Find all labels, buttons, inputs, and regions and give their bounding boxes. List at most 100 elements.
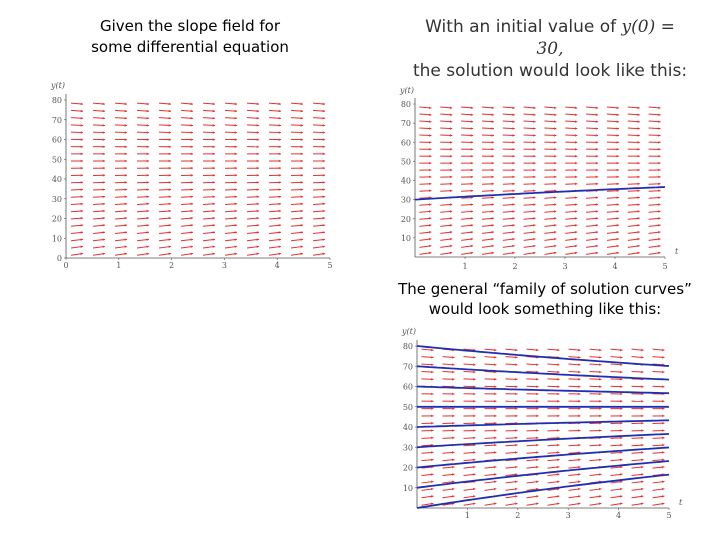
arrow-head xyxy=(617,169,619,171)
arrow-head xyxy=(596,155,598,157)
arrow-head xyxy=(599,393,601,395)
arrow-head xyxy=(557,363,559,365)
arrow-head xyxy=(492,196,494,198)
arrow-head xyxy=(492,113,494,115)
arrow-head xyxy=(81,131,83,133)
arrow-head xyxy=(599,363,601,365)
arrow-head xyxy=(617,210,619,212)
arrow-head xyxy=(578,444,580,446)
arrow-head xyxy=(431,371,433,373)
arrow-head xyxy=(512,217,514,219)
arrow-head xyxy=(533,134,535,136)
arrow-head xyxy=(536,349,538,351)
arrow-head xyxy=(637,169,639,171)
arrow-head xyxy=(658,176,660,178)
arrow-head xyxy=(81,188,83,190)
y-tick-label: 50 xyxy=(52,155,62,164)
arrow-head xyxy=(323,203,325,205)
y-tick-label: 70 xyxy=(403,362,413,371)
caption-right-line2: the solution would look like this: xyxy=(410,60,690,82)
arrow-head xyxy=(578,466,580,468)
arrow-head xyxy=(641,466,643,468)
arrow-head xyxy=(213,110,215,112)
arrow-head xyxy=(235,174,237,176)
arrow-head xyxy=(599,407,601,409)
arrow-head xyxy=(279,153,281,155)
arrow-head xyxy=(191,117,193,119)
arrow-head xyxy=(169,174,171,176)
arrow-head xyxy=(213,146,215,148)
arrow-head xyxy=(323,110,325,112)
arrow-head xyxy=(125,138,127,140)
arrow-head xyxy=(147,167,149,169)
solution-curve xyxy=(417,346,669,366)
arrow-head xyxy=(450,127,452,129)
arrow-head xyxy=(213,167,215,169)
arrow-head xyxy=(575,183,577,185)
caption-solution-family: The general “family of solution curves” … xyxy=(385,279,705,319)
arrow-head xyxy=(494,444,496,446)
arrow-head xyxy=(301,131,303,133)
arrow-head xyxy=(578,356,580,358)
arrow-head xyxy=(658,148,660,150)
arrow-head xyxy=(578,378,580,380)
arrow-head xyxy=(191,124,193,126)
arrow-head xyxy=(452,437,454,439)
arrow-head xyxy=(599,378,601,380)
arrow-head xyxy=(235,181,237,183)
arrow-head xyxy=(617,196,619,198)
arrow-head xyxy=(637,134,639,136)
arrow-head xyxy=(637,127,639,129)
arrow-head xyxy=(658,141,660,143)
arrow-head xyxy=(279,138,281,140)
arrow-head xyxy=(658,224,660,226)
arrow-head xyxy=(473,393,475,395)
arrow-head xyxy=(515,444,517,446)
arrow-head xyxy=(473,407,475,409)
arrow-head xyxy=(578,371,580,373)
arrow-head xyxy=(515,437,517,439)
arrow-head xyxy=(554,162,556,164)
solution-curve xyxy=(417,366,669,379)
arrow-head xyxy=(235,138,237,140)
arrow-head xyxy=(515,429,517,431)
arrow-head xyxy=(617,148,619,150)
arrow-head xyxy=(536,444,538,446)
arrow-head xyxy=(512,120,514,122)
arrow-head xyxy=(554,217,556,219)
arrow-head xyxy=(191,210,193,212)
arrow-head xyxy=(323,131,325,133)
arrow-head xyxy=(492,169,494,171)
arrow-head xyxy=(450,190,452,192)
arrow-head xyxy=(575,141,577,143)
arrow-head xyxy=(658,217,660,219)
arrow-head xyxy=(452,407,454,409)
arrow-head xyxy=(169,160,171,162)
arrow-head xyxy=(169,195,171,197)
arrow-head xyxy=(658,210,660,212)
solution-curve xyxy=(417,434,669,447)
arrow-head xyxy=(125,110,127,112)
arrow-head xyxy=(492,176,494,178)
arrow-head xyxy=(473,466,475,468)
arrow-head xyxy=(323,181,325,183)
arrow-head xyxy=(492,148,494,150)
arrow-head xyxy=(641,415,643,417)
arrow-head xyxy=(473,473,475,475)
arrow-head xyxy=(494,349,496,351)
arrow-head xyxy=(637,210,639,212)
arrow-head xyxy=(431,407,433,409)
arrow-head xyxy=(554,148,556,150)
arrow-head xyxy=(599,459,601,461)
arrow-head xyxy=(471,113,473,115)
arrow-head xyxy=(450,224,452,226)
arrow-head xyxy=(596,113,598,115)
arrow-head xyxy=(641,473,643,475)
arrow-head xyxy=(492,120,494,122)
arrow-head xyxy=(450,183,452,185)
arrow-head xyxy=(125,146,127,148)
arrow-head xyxy=(429,113,431,115)
arrow-head xyxy=(641,407,643,409)
